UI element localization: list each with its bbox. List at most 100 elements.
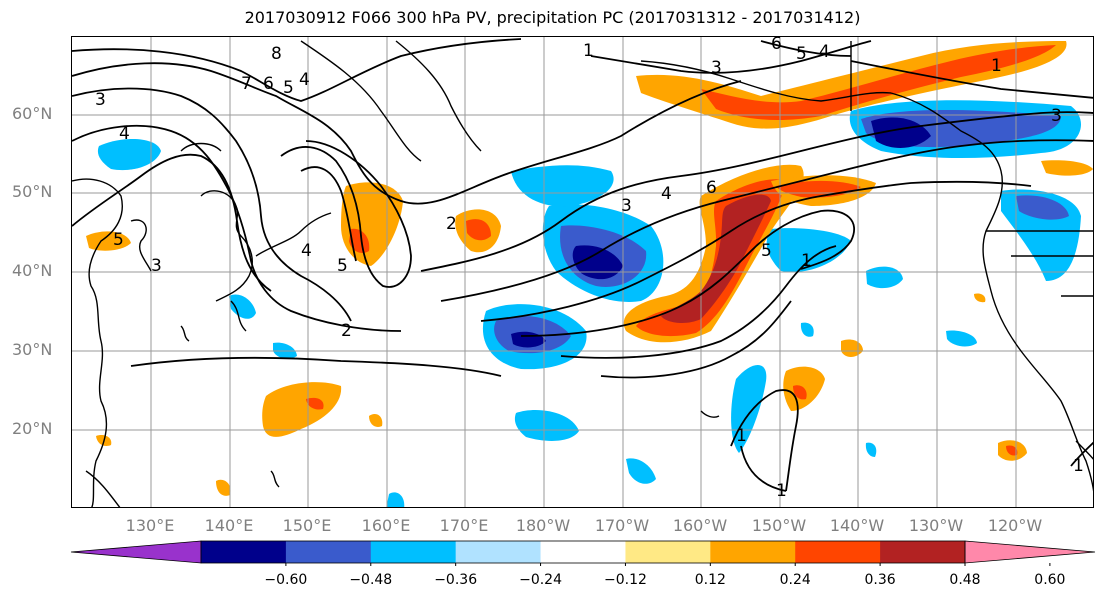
colorbar-segment — [201, 541, 287, 563]
precip-positive-region — [262, 382, 342, 437]
colorbar-segment — [540, 541, 626, 563]
map-canvas: 8 7 6 5 4 3 4 3 5 4 5 2 2 1 3 6 5 4 1 3 … — [72, 37, 1093, 507]
colorbar-tick-label: 0.36 — [864, 572, 896, 588]
pv-label: 3 — [621, 196, 632, 216]
coastlines — [72, 40, 1093, 507]
precip-positive-region — [841, 339, 863, 357]
lon-label: 170°E — [439, 516, 489, 535]
colorbar-segments — [70, 540, 1096, 564]
pv-label: 4 — [299, 70, 310, 90]
colorbar-tick-label: 0.24 — [779, 572, 811, 588]
colorbar-tick-label: −0.12 — [603, 572, 647, 588]
colorbar-tick-label: 0.60 — [1034, 572, 1066, 588]
precip-positive-region — [341, 182, 403, 266]
precip-positive-region — [793, 385, 807, 400]
colorbar-segment — [370, 541, 457, 563]
pv-contour-labels: 8 7 6 5 4 3 4 3 5 4 5 2 2 1 3 6 5 4 1 3 … — [95, 37, 1084, 501]
colorbar-segment — [795, 541, 881, 563]
precip-negative-region — [386, 492, 405, 507]
colorbar-segment — [880, 541, 966, 563]
lon-label: 130°W — [908, 516, 964, 535]
pv-label: 1 — [583, 41, 594, 61]
lon-label: 170°W — [594, 516, 650, 535]
precip-negative-region — [572, 245, 623, 280]
lon-label: 160°E — [361, 516, 411, 535]
pv-label: 6 — [771, 37, 782, 54]
map-panel: 8 7 6 5 4 3 4 3 5 4 5 2 2 1 3 6 5 4 1 3 … — [71, 36, 1094, 508]
pv-label: 1 — [991, 56, 1002, 76]
lon-label: 160°W — [672, 516, 728, 535]
pv-label: 4 — [119, 124, 130, 144]
precip-negative-region — [511, 165, 614, 207]
pv-label: 5 — [113, 230, 124, 250]
pv-label: 2 — [341, 321, 352, 341]
colorbar-tick-label: −0.36 — [434, 572, 478, 588]
lon-label: 150°W — [751, 516, 807, 535]
colorbar-tick-label: −0.24 — [519, 572, 562, 588]
precip-negative-region — [626, 458, 656, 484]
precip-negative-region — [865, 442, 877, 457]
colorbar-outline — [200, 540, 966, 564]
pv-label: 4 — [661, 184, 672, 204]
pv-label: 5 — [796, 44, 807, 64]
lon-label: 150°E — [282, 516, 332, 535]
pv-contours — [72, 38, 1093, 492]
precip-positive-region — [349, 228, 370, 253]
pv-label: 8 — [271, 44, 282, 64]
colorbar — [70, 540, 1096, 566]
colorbar-segment — [455, 541, 542, 563]
lon-label: 120°W — [987, 516, 1043, 535]
precip-negative-region — [871, 117, 931, 148]
map-title: 2017030912 F066 300 hPa PV, precipitatio… — [244, 8, 861, 27]
graticule — [72, 37, 1093, 507]
pv-label: 6 — [263, 74, 274, 94]
colorbar-tick-label: −0.48 — [349, 572, 393, 588]
precip-positive-region — [661, 194, 771, 323]
lon-label: 140°E — [204, 516, 254, 535]
lat-label: 50°N — [12, 182, 53, 201]
lat-label: 40°N — [12, 261, 53, 280]
precip-positive-region — [701, 45, 1056, 121]
colorbar-tick-label: 0.12 — [694, 572, 726, 588]
precip-positive-region — [306, 397, 324, 410]
precip-negative-region — [800, 322, 814, 337]
precip-negative-region — [866, 266, 903, 289]
pv-label: 1 — [736, 426, 747, 446]
pv-label: 3 — [151, 256, 162, 276]
colorbar-extend-min — [70, 540, 202, 564]
lat-label: 20°N — [12, 419, 53, 438]
pv-label: 1 — [776, 481, 787, 501]
precip-negative-region — [731, 365, 767, 453]
precip-negative-region — [514, 410, 579, 441]
pv-label: 4 — [301, 241, 312, 261]
precip-positive-region — [466, 219, 491, 241]
colorbar-segment — [625, 541, 711, 563]
lat-label: 30°N — [12, 340, 53, 359]
precip-positive-region — [369, 414, 383, 427]
precipitation-shading — [86, 41, 1093, 507]
colorbar-extend-max — [964, 540, 1096, 564]
precip-negative-region — [946, 330, 977, 347]
pv-label: 7 — [241, 74, 252, 94]
colorbar-tick-label: 0.48 — [949, 572, 981, 588]
pv-label: 1 — [1073, 456, 1084, 476]
colorbar-segment — [285, 541, 372, 563]
pv-label: 3 — [95, 90, 106, 110]
pv-label: 5 — [337, 256, 348, 276]
precip-negative-region — [229, 294, 256, 319]
colorbar-tick-label: −0.60 — [264, 572, 308, 588]
pv-label: 3 — [1051, 106, 1062, 126]
pv-label: 6 — [706, 178, 717, 198]
lon-label: 180°W — [515, 516, 571, 535]
precip-negative-region — [766, 228, 851, 273]
lat-label: 60°N — [12, 104, 53, 123]
pv-label: 3 — [711, 58, 722, 78]
pv-label: 2 — [446, 214, 457, 234]
lon-label: 140°W — [829, 516, 885, 535]
pv-label: 5 — [761, 241, 772, 261]
precip-positive-region — [1006, 445, 1018, 456]
lon-label: 130°E — [125, 516, 175, 535]
precip-negative-region — [97, 139, 161, 171]
precip-positive-region — [216, 479, 231, 496]
colorbar-segment — [710, 541, 796, 563]
